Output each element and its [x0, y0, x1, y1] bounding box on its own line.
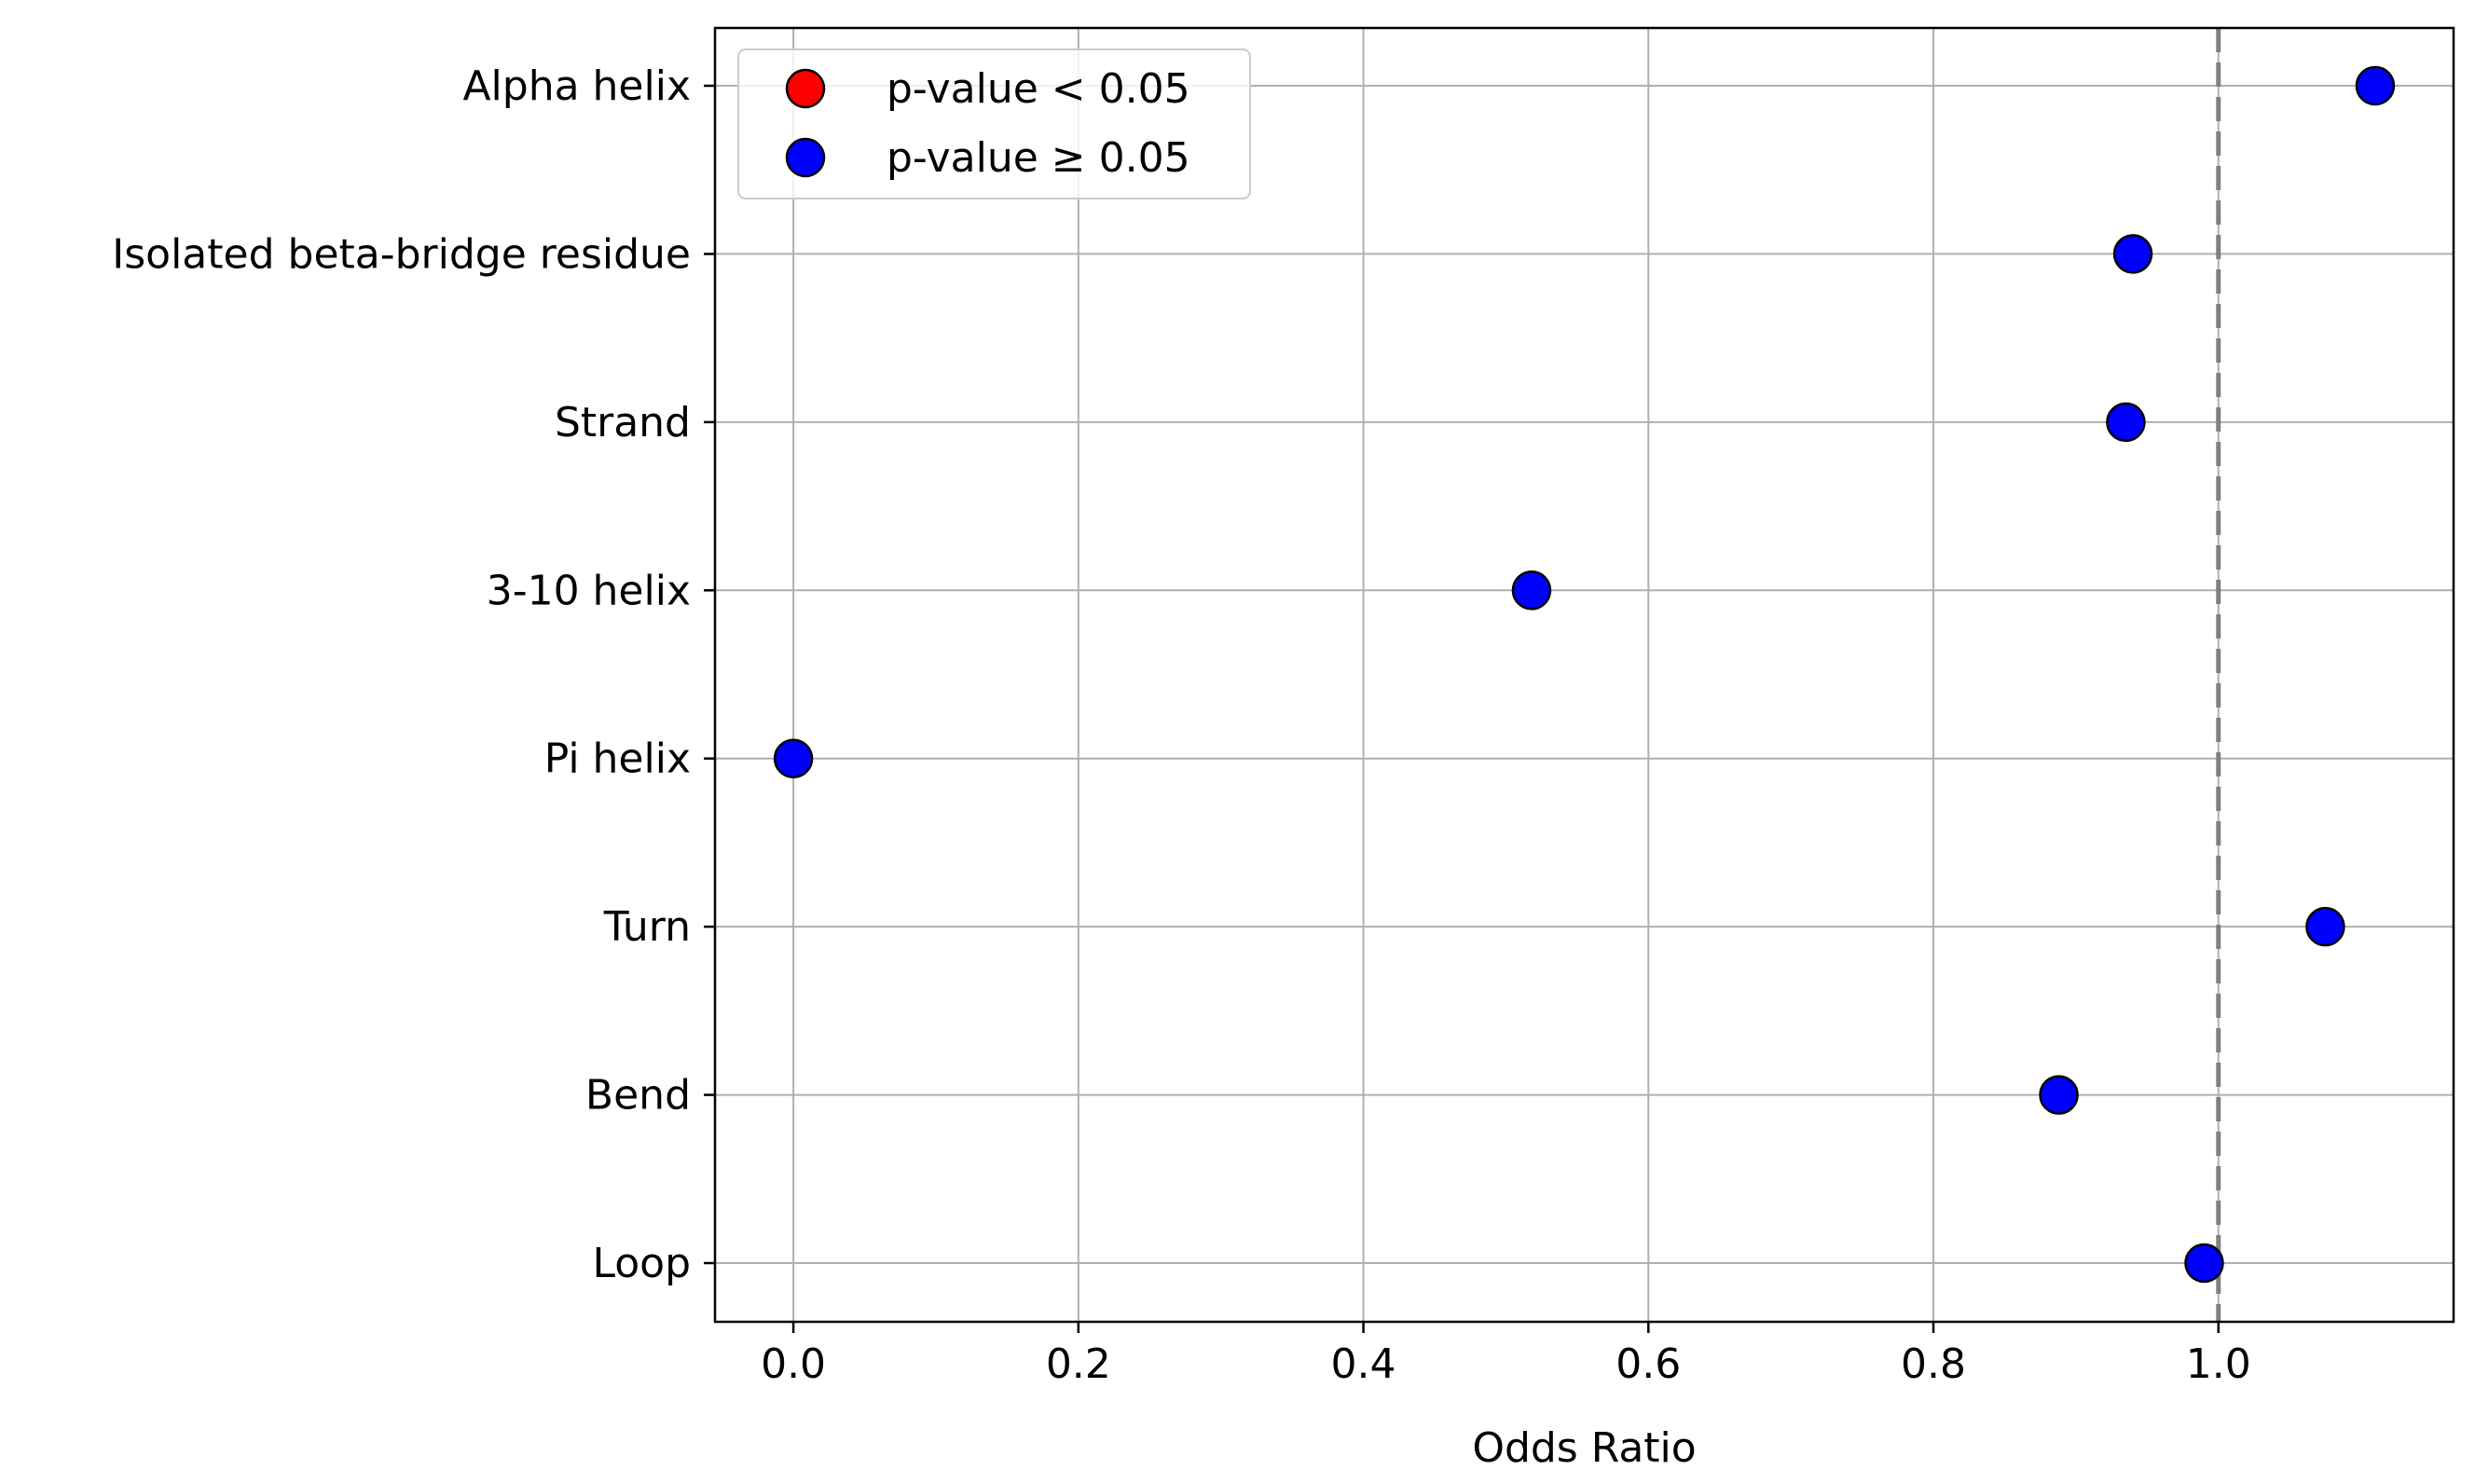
legend: p-value < 0.05 p-value ≥ 0.05 — [737, 48, 1251, 199]
points-layer — [773, 65, 2396, 1284]
data-point — [2305, 906, 2345, 947]
x-tick-label: 0.2 — [1046, 1340, 1111, 1388]
data-point — [2184, 1243, 2224, 1284]
labels-layer: 0.0 0.2 0.4 0.6 0.8 1.0 Alpha helix Isolated be… — [112, 62, 2250, 1388]
category-label: Turn — [603, 903, 691, 951]
category-label: Bend — [585, 1072, 691, 1120]
legend-label: p-value < 0.05 — [887, 65, 1190, 113]
data-point — [2355, 65, 2396, 106]
category-label: 3-10 helix — [487, 567, 691, 614]
data-point — [773, 738, 814, 778]
legend-label: p-value ≥ 0.05 — [887, 134, 1190, 182]
x-tick-label: 1.0 — [2186, 1340, 2251, 1388]
x-tick-label: 0.4 — [1331, 1340, 1396, 1388]
category-label: Loop — [592, 1240, 691, 1287]
x-tick-label: 0.6 — [1616, 1340, 1681, 1388]
category-label: Alpha helix — [462, 62, 691, 110]
category-label: Pi helix — [544, 735, 691, 783]
plot-frame — [713, 26, 2455, 1324]
data-point — [2039, 1075, 2079, 1115]
category-label: Strand — [555, 399, 691, 447]
data-point — [1511, 570, 1552, 611]
legend-marker — [785, 137, 826, 178]
x-tick-label: 0.0 — [761, 1340, 826, 1388]
category-label: Isolated beta-bridge residue — [112, 230, 691, 278]
ticks-layer — [704, 84, 2221, 1333]
legend-marker — [785, 68, 826, 109]
legend-box — [737, 48, 1251, 199]
x-axis-title: Odds Ratio — [1472, 1424, 1696, 1472]
data-point — [2112, 234, 2153, 274]
x-tick-label: 0.8 — [1901, 1340, 1966, 1388]
data-point — [2106, 402, 2146, 443]
